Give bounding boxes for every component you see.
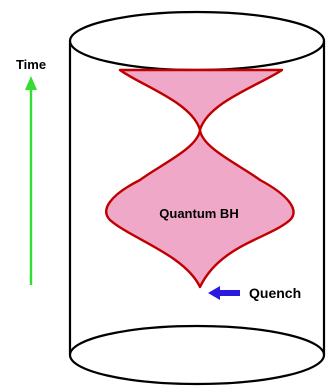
time-arrow-icon: [25, 76, 37, 285]
quantum-bh-region: [105, 68, 295, 289]
quench-label: Quench: [249, 285, 301, 301]
cylinder: [68, 10, 326, 386]
quantum-bh-label: Quantum BH: [159, 206, 238, 221]
time-label: Time: [16, 57, 46, 72]
cylinder-bottom-ellipse: [68, 324, 326, 386]
cylinder-top-ellipse: [68, 10, 326, 72]
quench-arrow-icon: [208, 286, 240, 300]
